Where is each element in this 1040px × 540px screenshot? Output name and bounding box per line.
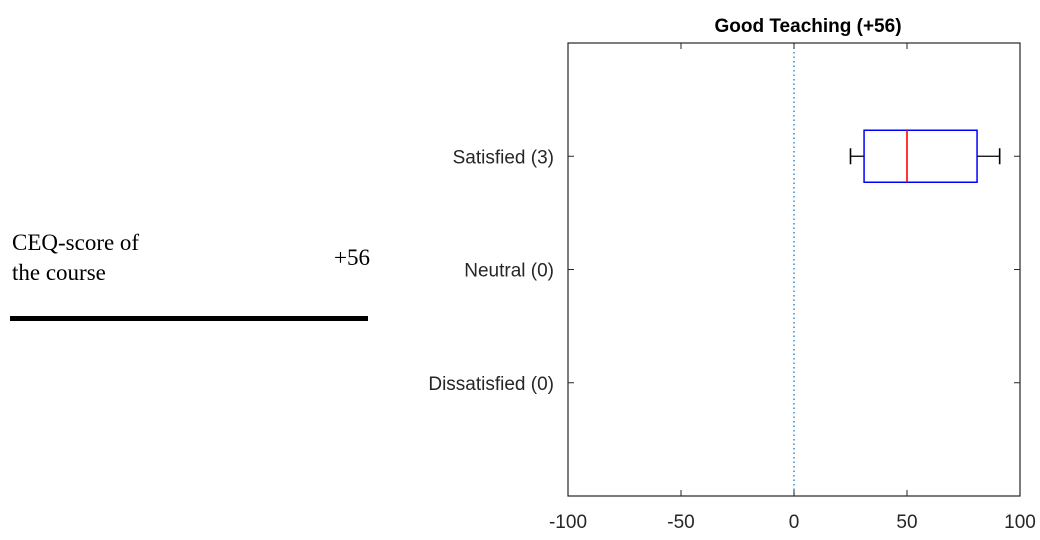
iqr-box: [863, 129, 978, 183]
x-tick-label: 0: [789, 512, 800, 533]
y-category-label: Satisfied (3): [453, 147, 554, 168]
good-teaching-boxplot: Good Teaching (+56) -100 -50 0 50 100 Satisfi…: [428, 16, 1036, 533]
ceq-summary: CEQ-score of the course +56: [0, 0, 380, 540]
chart-title: Good Teaching (+56): [714, 16, 901, 37]
ceq-score-value: +56: [334, 245, 370, 270]
plot-area: -100 -50 0 50 100 Satisfied (3) Neutral (0) Dis…: [428, 42, 1036, 533]
summary-divider: [10, 316, 368, 321]
x-tick-label: -50: [667, 512, 694, 533]
y-category-label: Neutral (0): [464, 261, 554, 282]
y-category-label: Dissatisfied (0): [428, 374, 554, 395]
ceq-score-label: CEQ-score of the course: [12, 230, 140, 285]
x-tick-label: 50: [896, 512, 917, 533]
x-tick-label: 100: [1004, 512, 1036, 533]
x-tick-label: -100: [549, 512, 587, 533]
